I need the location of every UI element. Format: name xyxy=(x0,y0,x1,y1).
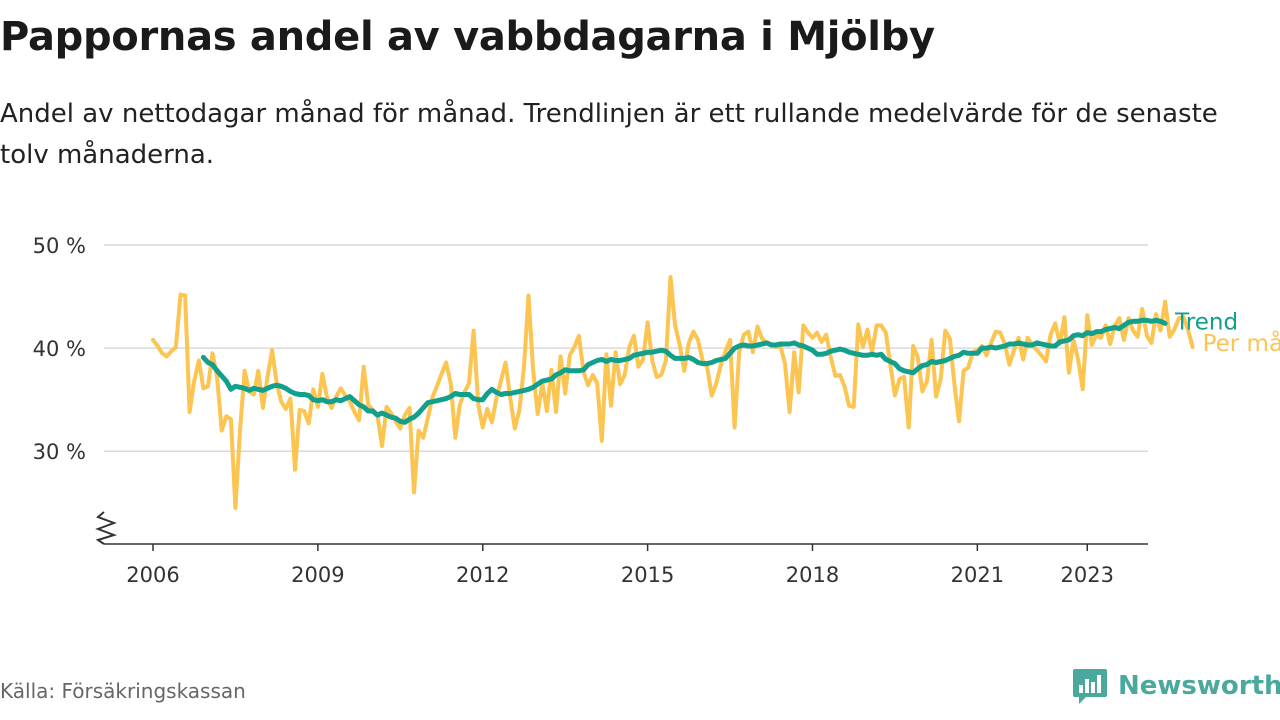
x-tick-label: 2012 xyxy=(456,563,509,587)
x-tick-label: 2023 xyxy=(1061,563,1114,587)
x-tick-label: 2021 xyxy=(951,563,1004,587)
series-line-trend xyxy=(200,317,1168,425)
y-tick-label: 30 % xyxy=(33,440,86,464)
y-axis-tick-labels: 30 % 40 % 50 % xyxy=(33,234,86,464)
series-line-per-manad xyxy=(151,275,1195,510)
x-tick-label: 2018 xyxy=(786,563,839,587)
series-label-trend: Trend xyxy=(1174,309,1238,335)
page-title: Pappornas andel av vabbdagarna i Mjölby xyxy=(0,14,935,60)
x-tick-label: 2009 xyxy=(291,563,344,587)
brand-logo: Newsworthy xyxy=(1072,666,1280,706)
x-axis-ticks: 2006 2009 2012 2015 2018 2021 2023 xyxy=(126,544,1114,587)
y-tick-label: 50 % xyxy=(33,234,86,258)
bar-chart-speech-bubble-icon xyxy=(1073,669,1107,704)
x-tick-label: 2006 xyxy=(126,563,179,587)
axis-break-icon xyxy=(95,511,118,545)
source-note: Källa: Försäkringskassan xyxy=(0,679,246,703)
page-subtitle: Andel av nettodagar månad för månad. Tre… xyxy=(0,99,1218,170)
x-tick-label: 2015 xyxy=(621,563,674,587)
series-label-per-manad: Per månad xyxy=(1203,329,1280,357)
y-tick-label: 40 % xyxy=(33,337,86,361)
brand-name: Newsworthy xyxy=(1118,671,1280,701)
gridlines xyxy=(104,244,1148,452)
